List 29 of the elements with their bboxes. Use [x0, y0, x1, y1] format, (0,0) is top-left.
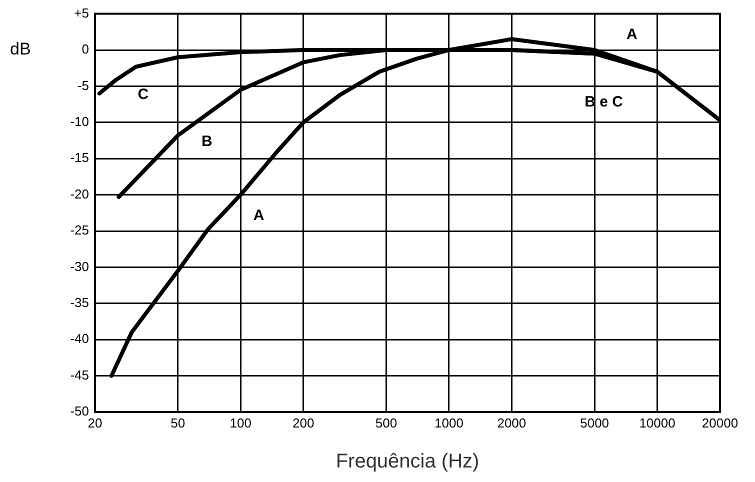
- x-tick-label: 500: [375, 415, 398, 430]
- y-tick-label: -5: [77, 78, 89, 93]
- x-tick-label: 20000: [702, 415, 738, 430]
- y-axis-title: dB: [10, 40, 31, 59]
- y-tick-label: -50: [70, 404, 89, 419]
- y-tick-label: -45: [70, 367, 89, 382]
- y-tick-label: -35: [70, 294, 89, 310]
- x-tick-label: 1000: [434, 415, 464, 430]
- y-tick-label: -15: [70, 150, 89, 166]
- y-tick-label: -10: [70, 114, 89, 129]
- series-label: C: [138, 86, 149, 104]
- x-tick-label: 100: [230, 415, 252, 430]
- x-tick-label: 20: [88, 415, 102, 430]
- y-tick-label: +5: [74, 5, 89, 20]
- annotation: A: [626, 26, 638, 44]
- series-label: B: [201, 133, 212, 150]
- y-tick-label: -20: [70, 186, 89, 202]
- x-tick-label: 200: [292, 415, 314, 430]
- y-tick-label: 0: [82, 42, 89, 57]
- x-tick-label: 10000: [639, 415, 676, 430]
- x-tick-label: 50: [170, 415, 186, 430]
- x-tick-label: 2000: [497, 415, 526, 430]
- y-tick-label: -40: [70, 331, 89, 346]
- y-tick-label: -25: [70, 222, 89, 238]
- x-tick-label: 5000: [580, 415, 610, 430]
- annotation: B e C: [584, 93, 624, 110]
- series-label: A: [253, 206, 264, 224]
- x-axis-title: Frequência (Hz): [336, 450, 480, 473]
- y-tick-label: -30: [70, 258, 89, 274]
